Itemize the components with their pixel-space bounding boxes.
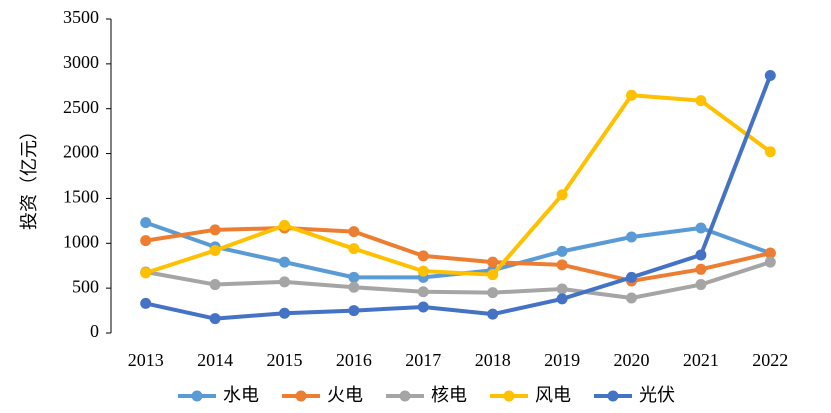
data-point: [348, 271, 360, 283]
x-tick-label: 2020: [614, 350, 650, 370]
data-point: [209, 224, 221, 236]
data-point: [348, 243, 360, 255]
y-tick-label: 3000: [63, 52, 99, 72]
y-tick-label: 1000: [63, 231, 99, 251]
data-point: [279, 276, 290, 288]
x-tick-label: 2013: [128, 350, 164, 370]
legend-marker: [295, 390, 307, 402]
series-line: [145, 93, 772, 277]
data-point: [209, 244, 221, 256]
legend-label: 水电: [223, 385, 259, 406]
data-point: [556, 245, 568, 257]
x-tick-label: 2014: [197, 350, 233, 370]
data-point: [487, 269, 499, 281]
legend-label: 核电: [431, 385, 467, 406]
data-point: [695, 279, 707, 291]
series-line: [145, 260, 771, 301]
x-tick-label: 2019: [544, 350, 580, 370]
data-point: [764, 70, 776, 82]
data-point: [556, 259, 568, 271]
data-point: [626, 271, 637, 283]
y-tick-label: 2000: [63, 142, 99, 162]
y-tick-label: 500: [72, 276, 99, 296]
data-point: [279, 256, 290, 268]
data-point: [695, 263, 707, 275]
data-point: [140, 267, 152, 279]
y-tick-label: 0: [90, 321, 99, 341]
x-tick-label: 2018: [475, 350, 511, 370]
data-point: [764, 256, 776, 268]
data-point: [626, 89, 637, 101]
data-point: [140, 297, 152, 309]
data-point: [279, 219, 290, 231]
data-point: [209, 279, 221, 291]
data-point: [764, 247, 776, 259]
data-point: [695, 249, 707, 261]
data-point: [556, 189, 568, 201]
data-point: [140, 235, 152, 247]
legend-marker: [607, 390, 619, 402]
x-tick-label: 2016: [336, 350, 372, 370]
data-point: [556, 293, 568, 305]
data-point: [417, 286, 429, 298]
data-point: [487, 308, 499, 320]
data-point: [348, 226, 360, 238]
series-line: [145, 74, 773, 321]
data-point: [556, 283, 568, 295]
data-point: [417, 301, 429, 313]
data-point: [695, 95, 707, 107]
series-line: [145, 226, 771, 283]
legend-marker: [503, 390, 515, 402]
data-point: [209, 313, 221, 325]
x-tick-label: 2015: [267, 350, 303, 370]
data-point: [487, 287, 499, 299]
legend-marker: [399, 390, 411, 402]
legend-label: 光伏: [639, 385, 675, 406]
data-point: [487, 256, 499, 268]
data-point: [626, 292, 637, 304]
data-point: [695, 222, 707, 234]
data-point: [417, 250, 429, 262]
y-tick-label: 2500: [63, 97, 99, 117]
x-tick-label: 2017: [405, 350, 441, 370]
data-point: [140, 217, 152, 229]
x-tick-label: 2022: [752, 350, 788, 370]
data-point: [279, 307, 290, 319]
y-axis-label: 投资（亿元）: [19, 122, 40, 230]
y-tick-label: 3500: [63, 7, 99, 27]
data-point: [348, 281, 360, 293]
data-point: [764, 146, 776, 158]
legend-label: 火电: [327, 385, 363, 406]
y-tick-label: 1500: [63, 187, 99, 207]
x-tick-label: 2021: [683, 350, 719, 370]
data-point: [626, 231, 637, 243]
legend-label: 风电: [535, 385, 571, 406]
legend-marker: [191, 390, 203, 402]
data-point: [348, 305, 360, 317]
data-point: [417, 265, 429, 277]
